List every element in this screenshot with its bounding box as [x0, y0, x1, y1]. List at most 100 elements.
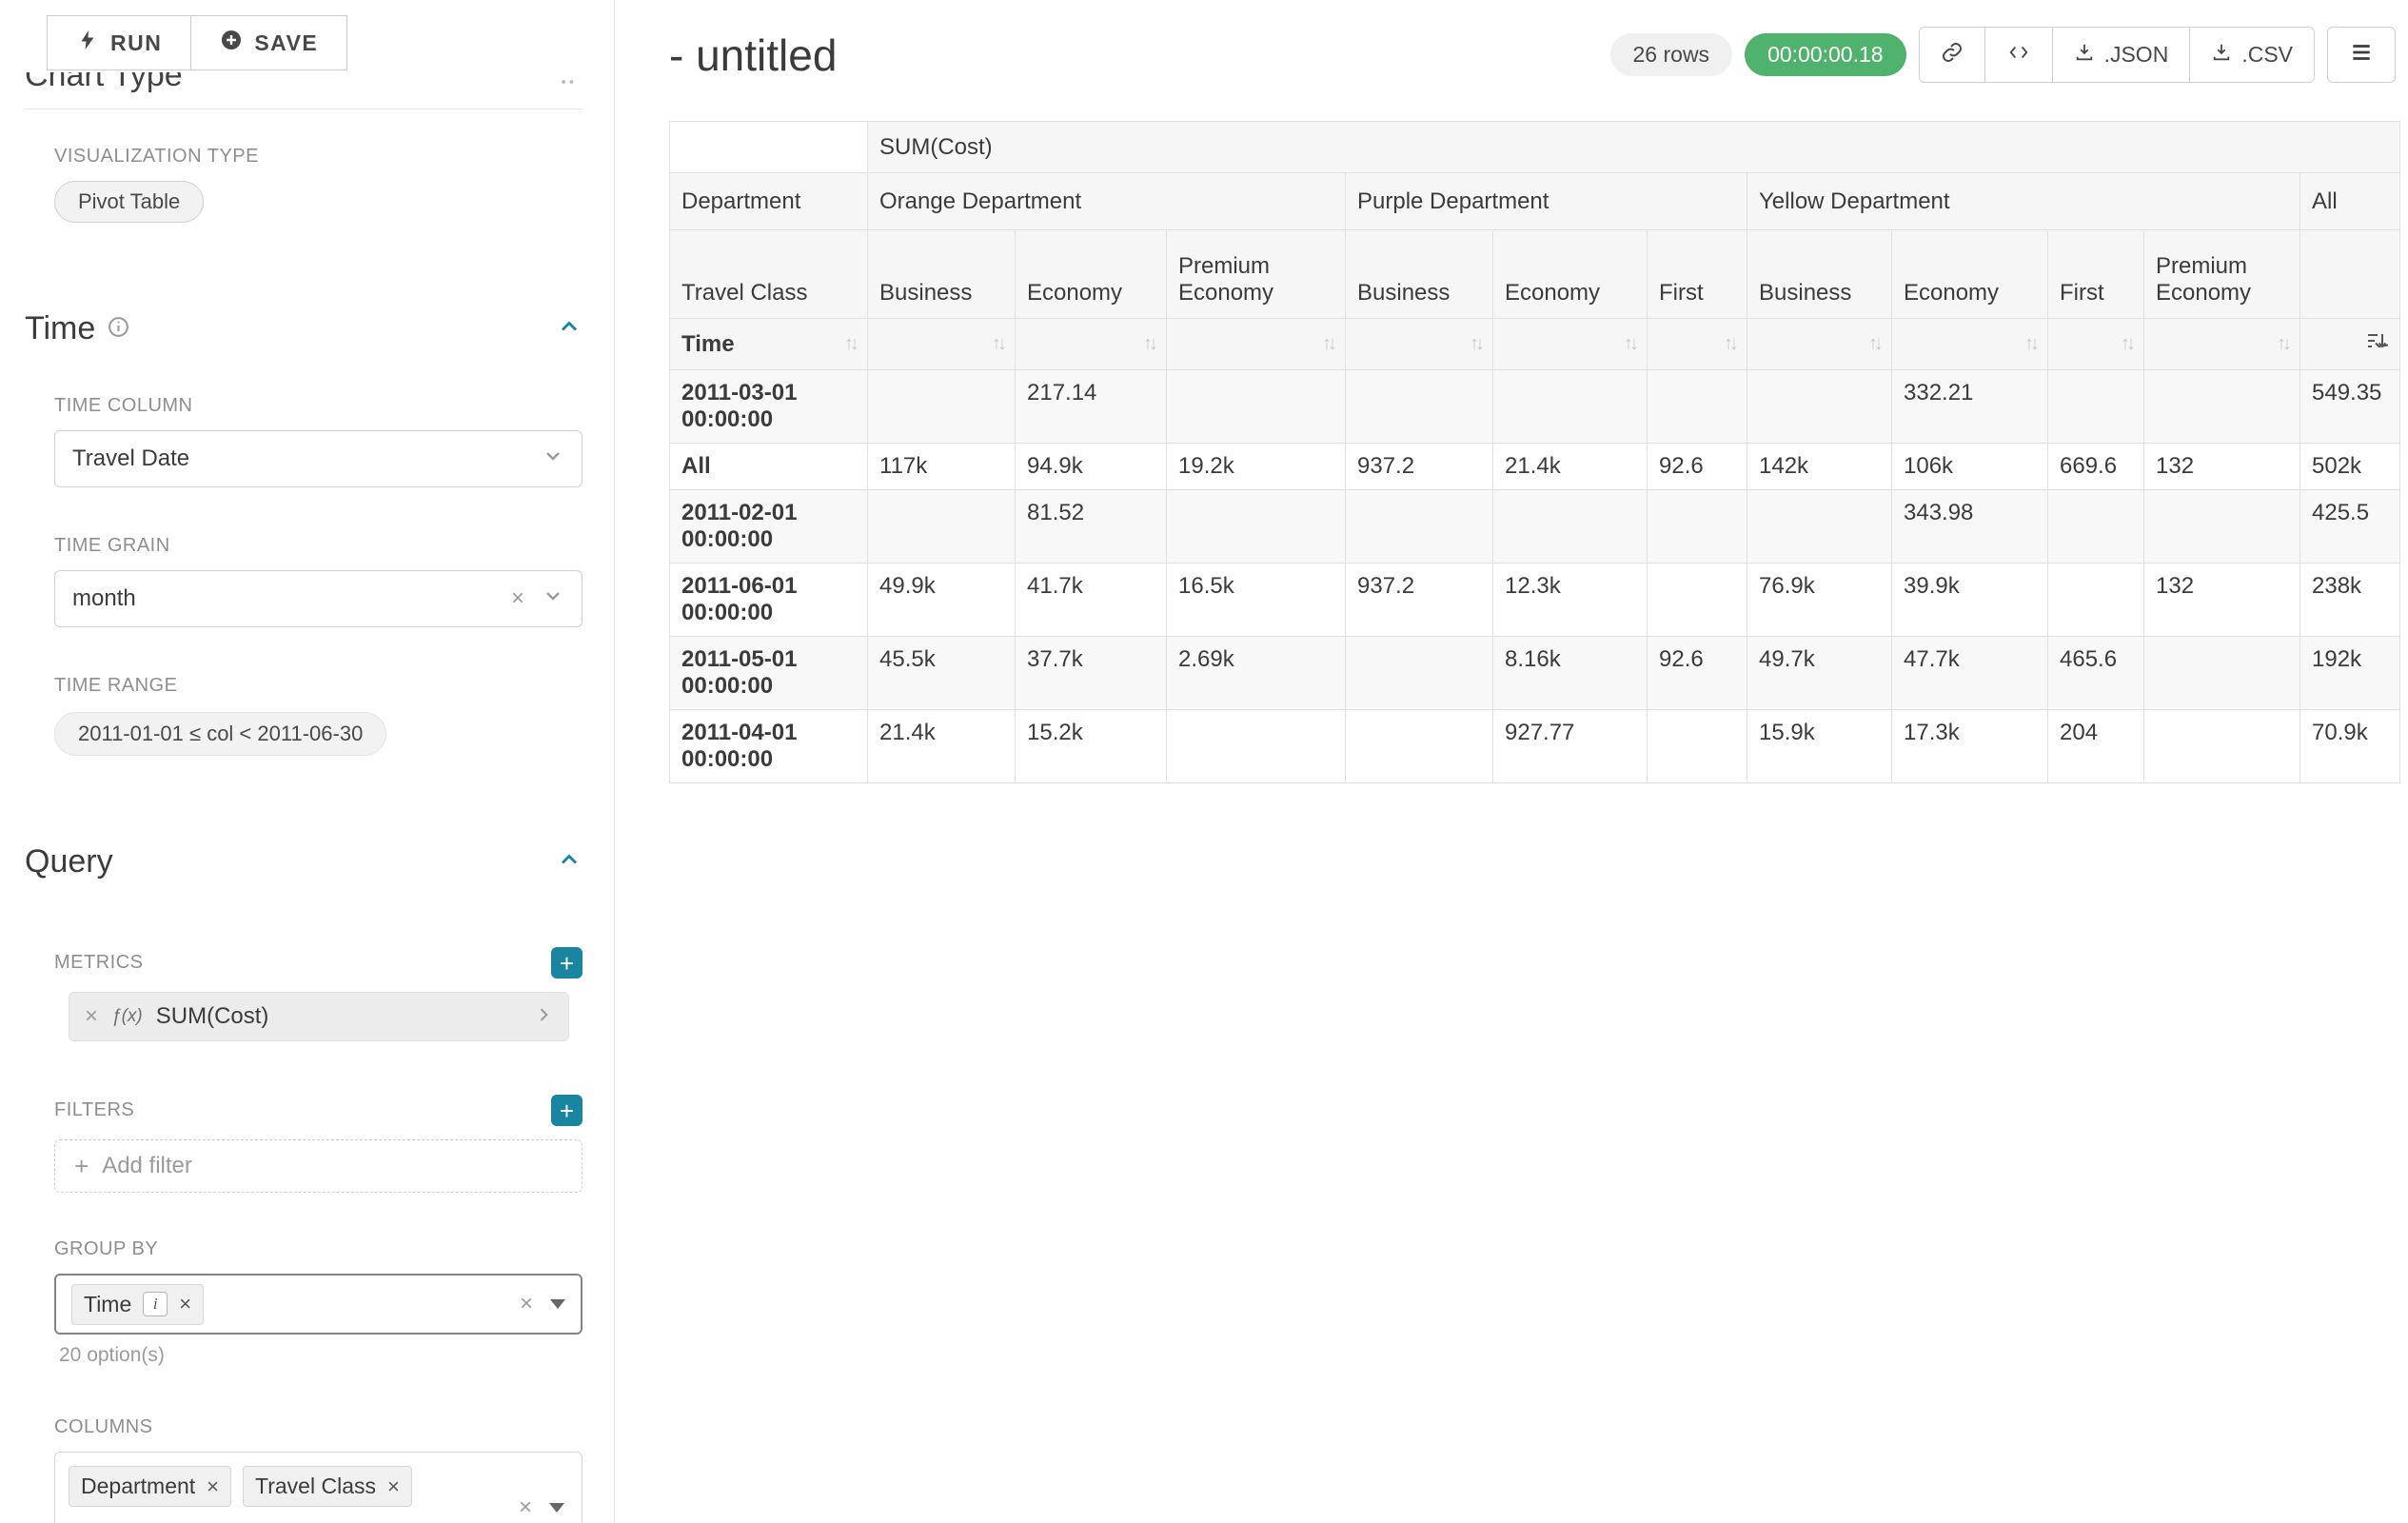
chevron-up-icon[interactable] [556, 313, 582, 345]
add-filter-button[interactable]: + [551, 1095, 582, 1126]
sort-icon[interactable]: ↑↓ [2024, 333, 2040, 354]
remove-metric-icon[interactable]: × [85, 1003, 99, 1029]
time-section-header: Time [25, 310, 582, 347]
pivot-value-cell: 132 [2143, 443, 2300, 490]
pivot-sort-cell[interactable]: ↑↓ [1647, 318, 1747, 370]
pivot-value-cell: 15.2k [1015, 709, 1167, 783]
metric-chip[interactable]: × ƒ(x) SUM(Cost) [69, 992, 569, 1041]
clear-icon[interactable]: × [518, 1494, 532, 1520]
pivot-sort-cell[interactable]: ↑↓ [1166, 318, 1346, 370]
pivot-value-cell [1345, 489, 1493, 564]
run-button-label: RUN [110, 30, 163, 55]
pivot-sort-cell[interactable] [2299, 318, 2401, 370]
pivot-sort-cell[interactable]: ↑↓ [1015, 318, 1167, 370]
sort-icon[interactable]: ↑↓ [844, 333, 859, 354]
remove-chip-icon[interactable]: × [386, 1474, 400, 1498]
remove-chip-icon[interactable]: × [207, 1474, 220, 1498]
time-grain-value: month [72, 585, 136, 611]
menu-button[interactable] [2327, 27, 2396, 83]
sort-icon[interactable]: ↑↓ [1624, 333, 1639, 354]
pivot-data-row: 2011-05-01 00:00:00 45.5k 37.7k 2.69k 8.16k 9… [669, 636, 2401, 710]
pivot-sort-cell[interactable]: ↑↓ [2047, 318, 2144, 370]
group-by-group: GROUP BY [54, 1238, 582, 1260]
pivot-value-cell: 45.5k [867, 636, 1016, 710]
time-range-label: TIME RANGE [54, 675, 178, 696]
chevron-up-icon[interactable] [556, 846, 582, 878]
save-button[interactable]: SAVE [190, 15, 348, 70]
columns-chip-travel-class[interactable]: Travel Class × [243, 1466, 412, 1507]
pivot-value-cell [1345, 709, 1493, 783]
time-grain-select[interactable]: month × [54, 570, 582, 627]
time-grain-group: TIME GRAIN month × [54, 535, 582, 627]
pivot-value-cell [1647, 563, 1747, 637]
sort-icon[interactable]: ↑↓ [2277, 333, 2292, 354]
metrics-label-row: METRICS + [54, 947, 582, 979]
clear-icon[interactable]: × [519, 1291, 533, 1316]
sort-icon[interactable]: ↑↓ [1470, 333, 1485, 354]
pivot-sort-cell[interactable]: ↑↓ [867, 318, 1016, 370]
results-panel: - untitled 26 rows 00:00:00.18 [615, 0, 2408, 1523]
pivot-value-cell [1492, 489, 1648, 564]
pivot-value-cell: 92.6 [1647, 636, 1747, 710]
pivot-value-cell: 106k [1891, 443, 2048, 490]
remove-chip-icon[interactable]: × [179, 1292, 192, 1315]
pivot-corner-cell [669, 121, 868, 173]
time-column-select[interactable]: Travel Date [54, 430, 582, 487]
pivot-column-header: First [1647, 229, 1747, 319]
pivot-value-cell: 37.7k [1015, 636, 1167, 710]
visualization-type-chip[interactable]: Pivot Table [54, 181, 205, 223]
pivot-sort-cell[interactable]: ↑↓ [1492, 318, 1648, 370]
pivot-value-cell: 21.4k [867, 709, 1016, 783]
share-link-button[interactable] [1918, 27, 1985, 83]
export-csv-button[interactable]: .CSV [2189, 27, 2315, 83]
columns-chip-department[interactable]: Department × [69, 1466, 232, 1507]
pivot-value-cell: 937.2 [1345, 563, 1493, 637]
results-toolbar: 26 rows 00:00:00.18 [1609, 27, 2396, 83]
query-section-title: Query [25, 843, 113, 880]
pivot-value-cell [2047, 489, 2144, 564]
column-info-icon[interactable]: i [143, 1292, 168, 1316]
pivot-row-header: All [669, 443, 868, 490]
function-icon: ƒ(x) [111, 1006, 143, 1026]
columns-select[interactable]: Department × Travel Class × × [54, 1452, 582, 1523]
chart-title: - untitled [669, 30, 838, 80]
time-range-chip[interactable]: 2011-01-01 ≤ col < 2011-06-30 [54, 712, 387, 756]
pivot-time-sort-header[interactable]: Time ↑↓ [669, 318, 868, 370]
control-panel: RUN SAVE Chart Type •• VISUALIZATION TYP… [0, 0, 615, 1523]
pivot-sort-cell[interactable]: ↑↓ [2143, 318, 2300, 370]
pivot-column-group-header: Orange Department [867, 172, 1346, 230]
sort-icon[interactable]: ↑↓ [1322, 333, 1337, 354]
pivot-data-row: 2011-03-01 00:00:00 217.14 332.21 549.35 [669, 369, 2401, 444]
add-metric-button[interactable]: + [551, 947, 582, 979]
pivot-sort-cell[interactable]: ↑↓ [1747, 318, 1892, 370]
pivot-column-header: First [2047, 229, 2144, 319]
sort-icon[interactable]: ↑↓ [992, 333, 1007, 354]
info-icon[interactable] [107, 315, 130, 344]
sort-icon[interactable]: ↑↓ [2121, 333, 2136, 354]
add-filter-placeholder: Add filter [102, 1153, 192, 1178]
group-by-chip-time[interactable]: Time i × [71, 1283, 205, 1325]
sort-icon[interactable]: ↑↓ [1724, 333, 1739, 354]
pivot-table: SUM(Cost) Department Orange Department Purp… [669, 121, 2401, 783]
pivot-value-cell: 15.9k [1747, 709, 1892, 783]
sort-icon[interactable]: ↑↓ [1868, 333, 1884, 354]
pivot-value-cell: 2.69k [1166, 636, 1346, 710]
sort-icon[interactable]: ↑↓ [1143, 333, 1158, 354]
pivot-row-header: 2011-04-01 00:00:00 [669, 709, 868, 783]
sort-desc-active-icon[interactable] [2365, 329, 2399, 359]
group-by-select[interactable]: Time i × × [54, 1274, 582, 1335]
export-json-button[interactable]: .JSON [2051, 27, 2191, 83]
download-icon [2211, 42, 2232, 69]
chevron-right-icon[interactable] [534, 1005, 553, 1029]
caret-down-icon [550, 1299, 565, 1309]
add-filter-dropzone[interactable]: + Add filter [54, 1139, 582, 1193]
plus-icon: + [74, 1151, 89, 1180]
pivot-value-cell [1166, 369, 1346, 444]
run-button[interactable]: RUN [47, 15, 192, 70]
pivot-sort-cell[interactable]: ↑↓ [1891, 318, 2048, 370]
pivot-sort-cell[interactable]: ↑↓ [1345, 318, 1493, 370]
view-query-button[interactable] [1984, 27, 2053, 83]
pivot-value-cell: 937.2 [1345, 443, 1493, 490]
clear-icon[interactable]: × [510, 585, 524, 611]
pivot-value-cell: 16.5k [1166, 563, 1346, 637]
